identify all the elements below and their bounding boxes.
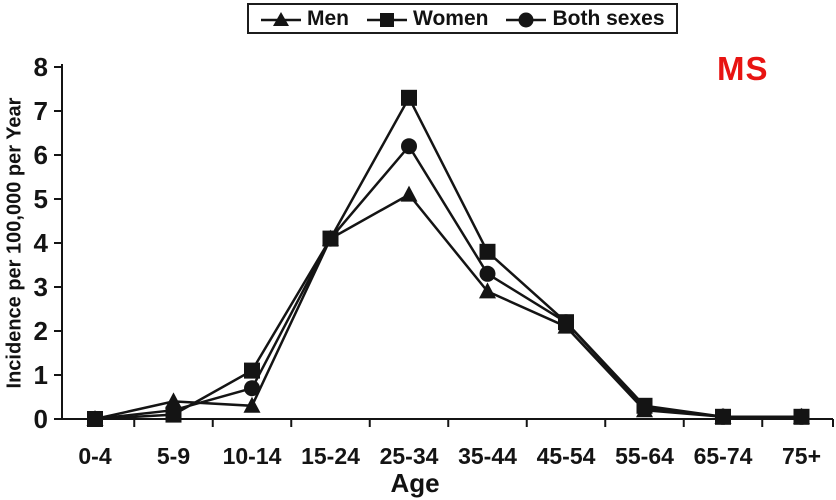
- y-tick-label: 0: [34, 404, 48, 434]
- x-tick-label: 45-54: [537, 443, 596, 469]
- series-marker-women: [715, 408, 731, 425]
- women-square-marker-icon: [367, 12, 407, 27]
- x-tick-label: 10-14: [223, 443, 282, 469]
- series-marker-men: [479, 282, 496, 299]
- y-tick-label: 7: [34, 96, 48, 126]
- both-sexes-circle-marker-icon: [506, 12, 547, 27]
- chart-legend: Men Women Both sexes: [247, 3, 678, 34]
- series-marker-women: [165, 406, 182, 423]
- y-axis-title: Incidence per 100,000 per Year: [3, 97, 26, 389]
- y-tick-label: 4: [34, 228, 49, 258]
- series-marker-women: [793, 408, 810, 425]
- x-tick-label: 35-44: [458, 443, 517, 469]
- y-tick-label: 6: [34, 140, 48, 170]
- legend-label-women: Women: [413, 6, 489, 30]
- series-marker-women: [479, 243, 496, 260]
- series-marker-both-sexes: [401, 138, 417, 155]
- series-marker-women: [87, 411, 103, 427]
- x-tick-label: 65-74: [694, 443, 753, 469]
- series-line-men: [94, 192, 802, 421]
- series-marker-women: [322, 230, 339, 247]
- y-tick-label: 5: [34, 184, 48, 214]
- series-marker-men: [400, 185, 418, 202]
- series-marker-both-sexes: [244, 380, 260, 397]
- legend-item-both-sexes: Both sexes: [505, 6, 665, 31]
- series-line-both-sexes: [94, 144, 802, 421]
- series-marker-men: [243, 396, 261, 413]
- y-tick-label: 3: [34, 272, 48, 302]
- x-tick-label: 0-4: [78, 443, 111, 469]
- disease-annotation-ms: MS: [717, 50, 769, 87]
- y-tick-label: 2: [34, 316, 48, 346]
- series-marker-women: [636, 397, 653, 414]
- series-marker-both-sexes: [479, 265, 496, 282]
- series-marker-women: [401, 89, 417, 106]
- legend-item-women: Women: [366, 7, 488, 31]
- men-triangle-marker-icon: [261, 11, 301, 26]
- series-line-women: [94, 95, 802, 421]
- series-marker-women: [244, 362, 260, 379]
- x-tick-label: 75+: [782, 443, 821, 469]
- legend-label-men: Men: [307, 6, 349, 30]
- x-tick-label: 25-34: [380, 443, 439, 469]
- y-tick-label: 8: [34, 52, 48, 82]
- legend-label-both-sexes: Both sexes: [552, 6, 665, 30]
- series-marker-women: [558, 314, 574, 331]
- x-tick-label: 15-24: [301, 443, 360, 469]
- y-tick-label: 1: [34, 360, 48, 390]
- x-tick-label: 55-64: [615, 443, 674, 469]
- legend-item-men: Men: [260, 7, 349, 31]
- x-axis-title: Age: [390, 468, 440, 498]
- x-tick-label: 5-9: [157, 443, 190, 469]
